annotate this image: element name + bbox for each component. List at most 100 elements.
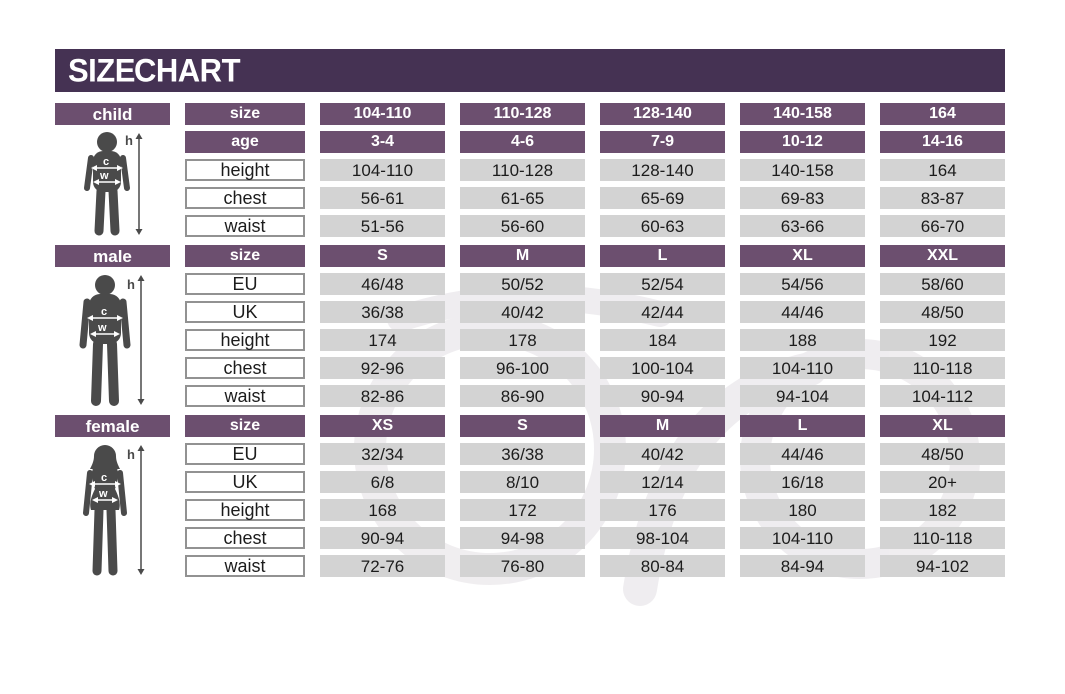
table-cell: 12/14 xyxy=(600,471,725,493)
row-label-uk: UK xyxy=(185,301,305,323)
table-cell: 86-90 xyxy=(460,385,585,407)
table-cell: 76-80 xyxy=(460,555,585,577)
table-cell: 104-110 xyxy=(320,159,445,181)
row-label-chest: chest xyxy=(185,187,305,209)
table-cell: 36/38 xyxy=(320,301,445,323)
title-bar: SIZE CHART xyxy=(55,49,1005,92)
row-label-size: size xyxy=(185,103,305,125)
table-cell: 36/38 xyxy=(460,443,585,465)
table-cell: 192 xyxy=(880,329,1005,351)
table-cell: L xyxy=(740,415,865,437)
table-cell: 174 xyxy=(320,329,445,351)
row-label-height: height xyxy=(185,499,305,521)
table-cell: 51-56 xyxy=(320,215,445,237)
table-cell: 110-128 xyxy=(460,159,585,181)
male-figure: h c w xyxy=(55,273,170,407)
row-label-waist: waist xyxy=(185,215,305,237)
table-cell: 46/48 xyxy=(320,273,445,295)
table-cell: 100-104 xyxy=(600,357,725,379)
table-cell: 7-9 xyxy=(600,131,725,153)
table-cell: 16/18 xyxy=(740,471,865,493)
table-cell: 84-94 xyxy=(740,555,865,577)
row-label-eu: EU xyxy=(185,273,305,295)
section-child: child h c xyxy=(55,103,1065,237)
table-cell: 80-84 xyxy=(600,555,725,577)
row-label-size: size xyxy=(185,245,305,267)
table-cell: 56-60 xyxy=(460,215,585,237)
table-cell: 32/34 xyxy=(320,443,445,465)
table-cell: 48/50 xyxy=(880,443,1005,465)
table-cell: L xyxy=(600,245,725,267)
row-label-waist: waist xyxy=(185,555,305,577)
table-cell: 4-6 xyxy=(460,131,585,153)
row-label-uk: UK xyxy=(185,471,305,493)
table-cell: M xyxy=(600,415,725,437)
section-male: male h c w xyxy=(55,245,1065,407)
page-title: SIZE CHART xyxy=(68,51,241,89)
table-cell: 44/46 xyxy=(740,443,865,465)
table-cell: 164 xyxy=(880,103,1005,125)
table-cell: 10-12 xyxy=(740,131,865,153)
table-cell: 94-98 xyxy=(460,527,585,549)
table-cell: XL xyxy=(740,245,865,267)
table-cell: 58/60 xyxy=(880,273,1005,295)
row-label-age: age xyxy=(185,131,305,153)
row-label-eu: EU xyxy=(185,443,305,465)
table-cell: 50/52 xyxy=(460,273,585,295)
table-cell: 176 xyxy=(600,499,725,521)
figure-waist-label: w xyxy=(99,170,109,182)
table-cell: 72-76 xyxy=(320,555,445,577)
table-cell: 104-112 xyxy=(880,385,1005,407)
table-cell: 178 xyxy=(460,329,585,351)
female-silhouette-icon: h c w xyxy=(83,445,145,576)
table-cell: 63-66 xyxy=(740,215,865,237)
male-silhouette-icon: h c w xyxy=(79,275,145,406)
table-cell: 184 xyxy=(600,329,725,351)
table-cell: 40/42 xyxy=(600,443,725,465)
table-cell: 110-128 xyxy=(460,103,585,125)
table-cell: 48/50 xyxy=(880,301,1005,323)
section-label-child: child xyxy=(55,103,170,125)
female-figure: h c w xyxy=(55,443,170,577)
table-cell: 104-110 xyxy=(320,103,445,125)
table-cell: 20+ xyxy=(880,471,1005,493)
table-cell: XXL xyxy=(880,245,1005,267)
table-cell: XS xyxy=(320,415,445,437)
table-cell: 83-87 xyxy=(880,187,1005,209)
table-cell: 140-158 xyxy=(740,159,865,181)
section-label-female: female xyxy=(55,415,170,437)
child-silhouette-icon: h c w xyxy=(84,132,143,236)
table-cell: S xyxy=(460,415,585,437)
table-cell: 94-102 xyxy=(880,555,1005,577)
figure-chest-label: c xyxy=(101,306,107,318)
table-cell: 69-83 xyxy=(740,187,865,209)
table-cell: 104-110 xyxy=(740,527,865,549)
table-cell: 110-118 xyxy=(880,527,1005,549)
row-label-height: height xyxy=(185,329,305,351)
table-cell: M xyxy=(460,245,585,267)
table-cell: 14-16 xyxy=(880,131,1005,153)
row-label-size: size xyxy=(185,415,305,437)
table-cell: 61-65 xyxy=(460,187,585,209)
table-cell: 66-70 xyxy=(880,215,1005,237)
table-cell: 40/42 xyxy=(460,301,585,323)
figure-height-label: h xyxy=(125,133,133,148)
table-cell: XL xyxy=(880,415,1005,437)
table-cell: 6/8 xyxy=(320,471,445,493)
table-cell: 96-100 xyxy=(460,357,585,379)
table-cell: 164 xyxy=(880,159,1005,181)
table-cell: 180 xyxy=(740,499,865,521)
table-cell: 54/56 xyxy=(740,273,865,295)
table-cell: 8/10 xyxy=(460,471,585,493)
figure-waist-label: w xyxy=(97,322,107,334)
table-cell: 42/44 xyxy=(600,301,725,323)
table-cell: 188 xyxy=(740,329,865,351)
row-label-waist: waist xyxy=(185,385,305,407)
table-cell: 104-110 xyxy=(740,357,865,379)
table-cell: 60-63 xyxy=(600,215,725,237)
table-cell: 140-158 xyxy=(740,103,865,125)
row-label-chest: chest xyxy=(185,527,305,549)
table-cell: 128-140 xyxy=(600,103,725,125)
table-cell: 52/54 xyxy=(600,273,725,295)
table-cell: 172 xyxy=(460,499,585,521)
